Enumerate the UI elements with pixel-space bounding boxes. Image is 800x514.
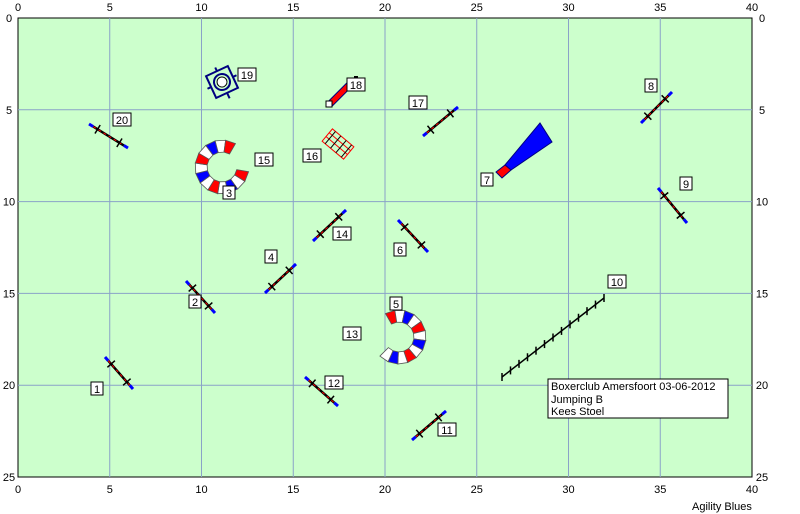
y-tick-right: 5 <box>759 105 765 117</box>
obstacle-label-12: 12 <box>324 375 344 390</box>
jump-bar <box>422 105 459 138</box>
obstacle-number: 5 <box>393 299 399 311</box>
obstacle-number: 3 <box>226 188 232 200</box>
x-tick-bottom: 25 <box>471 484 483 496</box>
jumps-layer <box>88 90 689 442</box>
x-tick-bottom: 35 <box>654 484 666 496</box>
obstacle-number: 15 <box>258 155 270 167</box>
jump-bar <box>396 218 430 254</box>
obstacle-number: 20 <box>116 115 128 127</box>
course-title: Boxerclub Amersfoort 03-06-2012 <box>551 381 715 393</box>
x-tick-bottom: 40 <box>746 484 758 496</box>
obstacle-label-13: 13 <box>342 326 362 341</box>
obstacle-number: 9 <box>683 179 689 191</box>
y-tick-left: 5 <box>6 105 12 117</box>
footer-credit: Agility Blues <box>692 501 752 513</box>
y-tick-left: 0 <box>6 13 12 25</box>
jump-bar <box>639 90 674 125</box>
y-tick-left: 25 <box>3 472 15 484</box>
obstacle-number: 2 <box>192 297 198 309</box>
obstacle-label-6: 6 <box>393 242 407 257</box>
obstacle-number: 18 <box>350 80 362 92</box>
obstacle-number: 11 <box>441 425 452 437</box>
x-tick-bottom: 20 <box>379 484 391 496</box>
obstacle-number: 14 <box>336 229 348 241</box>
obstacle-label-18: 18 <box>346 77 366 92</box>
x-tick-bottom: 5 <box>107 484 113 496</box>
jump-bar <box>184 279 217 315</box>
jump-bar <box>304 375 339 408</box>
x-tick-top: 5 <box>107 2 113 14</box>
obstacle-number: 10 <box>611 277 623 289</box>
obstacle-number: 19 <box>241 70 253 82</box>
x-tick-top: 30 <box>562 2 574 14</box>
obstacle-number: 16 <box>306 151 318 163</box>
obstacle-number: 12 <box>328 378 340 390</box>
tunnel-segment <box>379 347 394 363</box>
obstacle-label-20: 20 <box>112 112 132 127</box>
x-tick-top: 0 <box>15 2 21 14</box>
obstacle-label-19: 19 <box>237 67 257 82</box>
obstacle-number: 13 <box>346 329 358 341</box>
y-tick-left: 10 <box>3 197 15 209</box>
x-tick-top: 10 <box>195 2 207 14</box>
obstacle-label-8: 8 <box>644 78 658 93</box>
obstacle-label-14: 14 <box>332 226 352 241</box>
obstacle-number: 8 <box>648 81 654 93</box>
y-tick-left: 20 <box>3 380 15 392</box>
tunnel-3-15 <box>194 139 250 195</box>
x-tick-top: 35 <box>654 2 666 14</box>
tyre-19 <box>204 64 240 100</box>
obstacle-number: 17 <box>412 98 424 110</box>
course-judge: Kees Stoel <box>551 406 604 418</box>
y-tick-right: 0 <box>759 13 765 25</box>
x-tick-bottom: 0 <box>15 484 21 496</box>
x-tick-bottom: 10 <box>195 484 207 496</box>
obstacle-label-17: 17 <box>408 95 428 110</box>
x-tick-bottom: 15 <box>287 484 299 496</box>
course-info-box: Boxerclub Amersfoort 03-06-2012 Jumping … <box>547 378 729 419</box>
obstacle-label-10: 10 <box>607 274 627 289</box>
obstacle-label-9: 9 <box>679 176 693 191</box>
y-tick-right: 10 <box>756 197 768 209</box>
obstacle-label-16: 16 <box>302 148 322 163</box>
obstacle-label-3: 3 <box>222 185 236 200</box>
weave-poles-10 <box>501 294 605 381</box>
obstacle-label-11: 11 <box>437 422 457 437</box>
jump-bar <box>311 208 348 243</box>
course-class: Jumping B <box>551 394 603 406</box>
obstacle-label-15: 15 <box>254 152 274 167</box>
obstacle-label-7: 7 <box>480 172 494 187</box>
obstacle-number: 1 <box>94 384 100 396</box>
obstacle-label-4: 4 <box>264 249 278 264</box>
jump-bar <box>656 187 689 224</box>
chute-7 <box>495 122 553 179</box>
obstacle-label-2: 2 <box>188 294 202 309</box>
x-tick-top: 25 <box>471 2 483 14</box>
jump-bar <box>411 409 447 442</box>
obstacle-label-1: 1 <box>90 381 104 396</box>
long-jump-16 <box>321 128 355 160</box>
x-tick-top: 20 <box>379 2 391 14</box>
x-tick-top: 15 <box>287 2 299 14</box>
x-tick-bottom: 30 <box>562 484 574 496</box>
y-tick-left: 15 <box>3 288 15 300</box>
x-tick-top: 40 <box>746 2 758 14</box>
y-tick-right: 15 <box>756 288 768 300</box>
jump-bar <box>263 262 298 295</box>
obstacle-number: 4 <box>268 252 274 264</box>
obstacle-label-5: 5 <box>389 296 403 311</box>
obstacle-number: 7 <box>484 175 490 187</box>
tunnel-segment <box>223 139 237 155</box>
jump-bar <box>103 356 135 390</box>
y-tick-right: 20 <box>756 380 768 392</box>
y-tick-right: 25 <box>756 472 768 484</box>
obstacle-number: 6 <box>397 245 403 257</box>
jump-bar <box>88 122 129 150</box>
